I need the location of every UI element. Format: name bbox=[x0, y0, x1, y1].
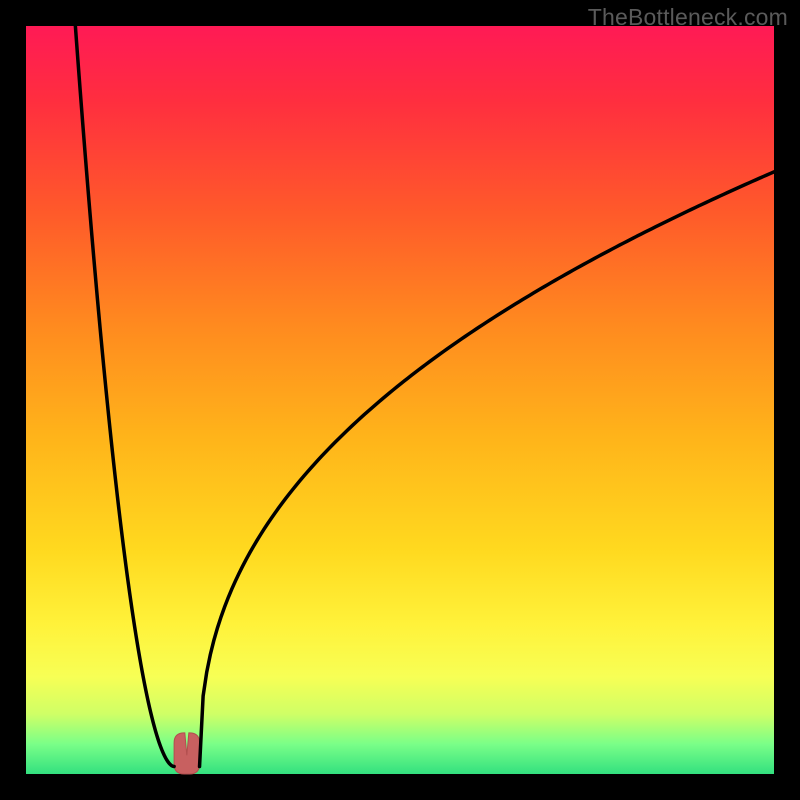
watermark-label: TheBottleneck.com bbox=[588, 4, 788, 31]
chart-svg bbox=[0, 0, 800, 800]
plot-background bbox=[26, 26, 774, 774]
chart-root: TheBottleneck.com bbox=[0, 0, 800, 800]
